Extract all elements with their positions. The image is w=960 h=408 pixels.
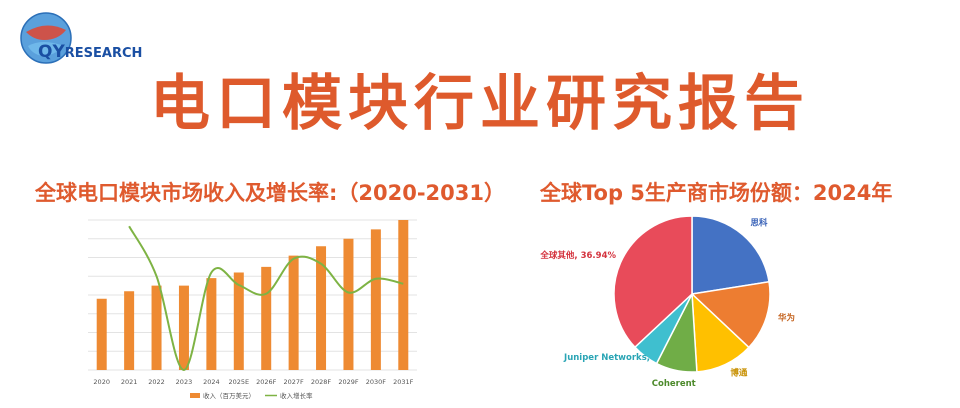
pie-slice-label: Juniper Networks, — [563, 353, 650, 363]
pie-slice-label: 思科 — [750, 218, 768, 229]
market-share-chart-title: 全球Top 5生产商市场份额：2024年 — [540, 181, 893, 205]
revenue-bar — [233, 272, 244, 370]
revenue-chart-title: 全球电口模块市场收入及增长率:（2020-2031） — [35, 181, 506, 205]
x-tick-label: 2030F — [366, 378, 387, 386]
pie-slice-label: 博通 — [730, 367, 748, 378]
revenue-bar — [398, 220, 409, 370]
pie-slice — [691, 215, 770, 295]
pie-slice-label: 全球其他, 36.94% — [539, 250, 616, 261]
x-tick-label: 2022 — [148, 378, 165, 386]
globe-icon — [20, 12, 72, 64]
growth-rate-line — [128, 225, 404, 371]
x-tick-label: 2020 — [93, 378, 110, 386]
x-tick-label: 2026F — [256, 378, 277, 386]
x-tick-label: 2028F — [311, 378, 332, 386]
revenue-bar — [370, 229, 381, 370]
logo-brand-text: QYRESEARCH — [38, 42, 143, 62]
chart-legend: 收入（百万美元） 收入增长率 — [190, 391, 313, 400]
x-tick-label: 2031F — [393, 378, 414, 386]
page-title: 电口模块行业研究报告 — [150, 69, 810, 139]
x-tick-label: 2027F — [283, 378, 304, 386]
revenue-bar — [288, 255, 299, 370]
legend-swatch-bar — [190, 393, 200, 398]
x-tick-label: 2029F — [338, 378, 359, 386]
pie-slice — [613, 215, 693, 349]
revenue-bar — [343, 238, 354, 370]
pie-slice-label: Coherent — [652, 379, 696, 389]
pie-slice — [690, 280, 771, 349]
legend-label-growth: 收入增长率 — [280, 391, 313, 400]
pie-slice-label: 华为 — [778, 312, 795, 323]
legend-label-revenue: 收入（百万美元） — [203, 391, 255, 400]
x-tick-label: 2021 — [121, 378, 138, 386]
revenue-bar — [151, 285, 162, 370]
revenue-bar — [206, 278, 217, 370]
x-tick-label: 2025E — [228, 378, 249, 386]
revenue-bar — [96, 298, 107, 370]
revenue-bar — [261, 266, 272, 370]
revenue-growth-chart: 2020 2021 2022 2023 2024 2025E 2026F 2027F 2028F… — [88, 219, 417, 400]
x-tick-label: 2023 — [176, 378, 193, 386]
qyresearch-logo: QYRESEARCH — [8, 6, 148, 70]
x-tick-label: 2024 — [203, 378, 220, 386]
revenue-bar — [178, 285, 189, 370]
revenue-bar — [124, 291, 135, 370]
revenue-bar — [316, 246, 327, 370]
